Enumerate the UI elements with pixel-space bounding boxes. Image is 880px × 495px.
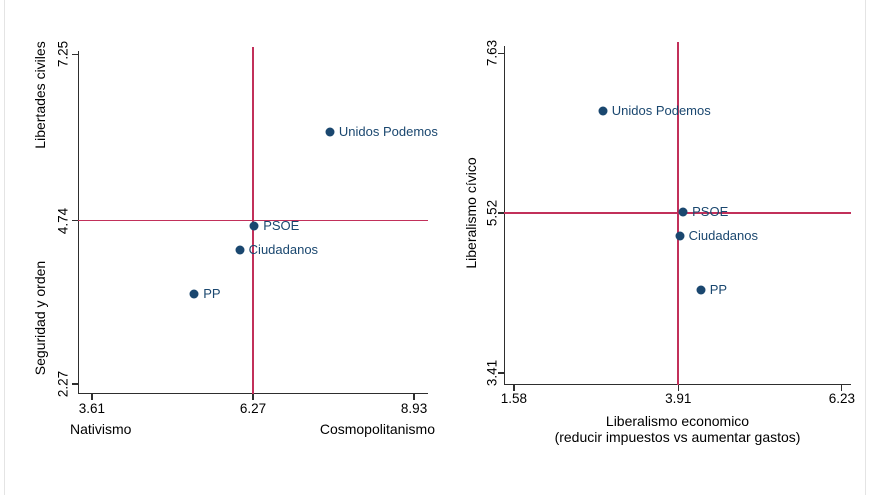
plot-area: 7.25 4.74 2.27 3.61 6.27 8.93 Libertades civil… <box>32 41 438 437</box>
data-point-label: PP <box>709 282 728 298</box>
x-axis-title: (reducir impuestos vs aumentar gastos) <box>554 429 801 445</box>
data-point-label: Unidos Podemos <box>338 124 438 140</box>
scatter-chart-right: 7.63 5.52 3.41 1.58 3.91 6.23 Liberalismo cívi… <box>440 0 880 495</box>
x-tick-label: 3.61 <box>78 401 106 416</box>
data-point-dot <box>189 289 199 299</box>
x-axis-title: Liberalismo economico <box>605 413 750 429</box>
y-tick <box>72 219 78 222</box>
data-point-label: PP <box>203 285 221 301</box>
scatter-chart-left: 7.25 4.74 2.27 3.61 6.27 8.93 Libertades civil… <box>32 41 438 437</box>
data-point-label: Ciudadanos <box>248 241 319 257</box>
y-axis-title: Libertades civiles <box>32 41 48 149</box>
data-point-label: Ciudadanos <box>688 227 758 243</box>
y-tick <box>498 52 504 54</box>
y-axis-line <box>504 46 506 385</box>
x-tick-label: 3.91 <box>665 391 692 406</box>
y-tick <box>72 53 78 55</box>
y-tick <box>72 383 78 385</box>
page-edge-right <box>865 0 866 495</box>
crosshair-horizontal-line <box>78 219 428 222</box>
x-tick <box>677 385 679 391</box>
x-tick <box>513 385 515 391</box>
data-point-dot <box>696 285 706 295</box>
data-point-dot <box>678 207 688 217</box>
y-axis-title: Seguridad y orden <box>32 260 48 376</box>
data-point-label: PSOE <box>263 218 300 234</box>
crosshair-horizontal-line <box>504 212 851 214</box>
y-tick-label: 7.25 <box>55 41 71 68</box>
y-tick <box>498 372 504 374</box>
x-tick-label: 1.58 <box>500 391 527 406</box>
y-tick-label: 5.52 <box>484 199 500 227</box>
x-tick <box>413 394 415 400</box>
data-point-dot <box>325 127 335 137</box>
y-axis-line <box>78 51 80 394</box>
x-tick-label: 8.93 <box>400 401 428 416</box>
x-axis-title-left: Nativismo <box>70 421 132 437</box>
data-point-dot <box>675 231 685 241</box>
x-tick <box>91 394 93 400</box>
x-tick-label: 6.27 <box>239 401 267 416</box>
x-tick <box>841 385 843 391</box>
y-axis-title: Liberalismo cívico <box>463 157 479 269</box>
y-tick <box>498 212 504 214</box>
data-point-dot <box>249 221 259 231</box>
x-tick-label: 6.23 <box>828 391 855 406</box>
data-point-label: PSOE <box>692 203 729 219</box>
y-tick-label: 3.41 <box>484 359 500 387</box>
x-tick <box>252 394 254 400</box>
page-edge-left <box>4 0 5 495</box>
data-point-dot <box>235 245 245 255</box>
y-tick-label: 4.74 <box>55 207 71 234</box>
y-tick-label: 7.63 <box>484 40 500 67</box>
plot-area: 7.63 5.52 3.41 1.58 3.91 6.23 Liberalismo cívi… <box>463 40 855 445</box>
data-point-label: Unidos Podemos <box>611 102 711 118</box>
y-tick-label: 2.27 <box>55 370 71 398</box>
x-axis-title-right: Cosmopolitanismo <box>319 421 435 437</box>
data-point-dot <box>598 106 608 116</box>
